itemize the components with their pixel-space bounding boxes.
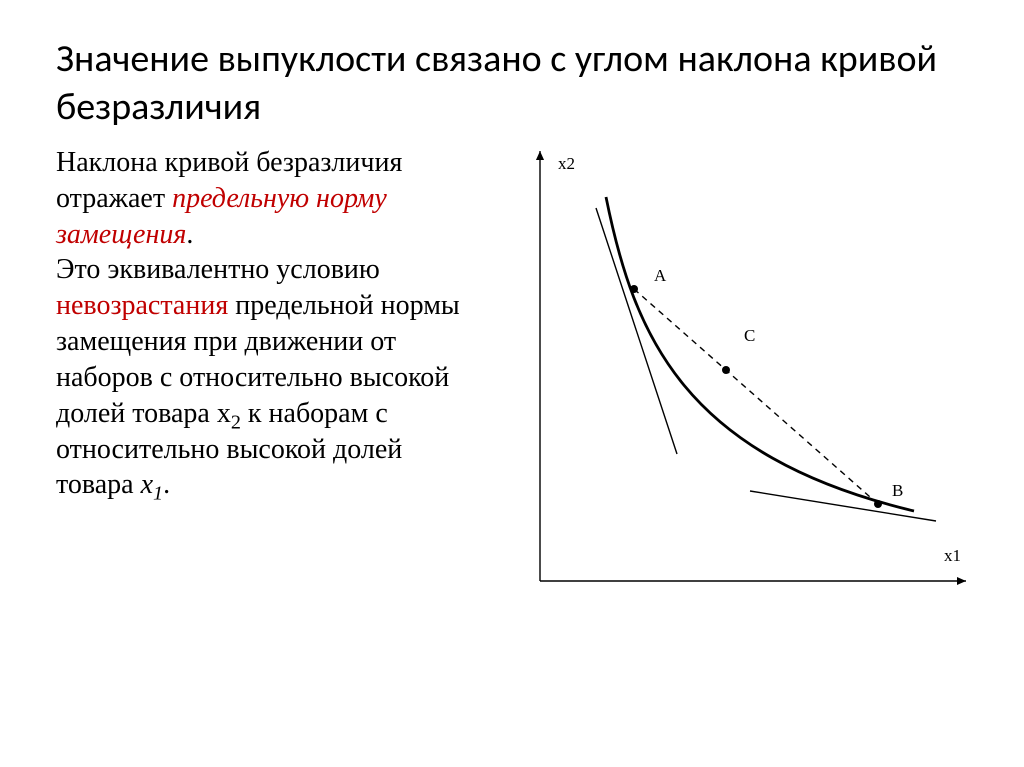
slide: Значение выпуклости связано с углом накл… (0, 0, 1024, 767)
explanatory-text: Наклона кривой безразличия отражает пред… (56, 145, 486, 631)
point-c (722, 366, 730, 374)
subscript-2: 2 (231, 411, 241, 433)
text-dot-1: . (186, 219, 193, 250)
point-b-label: B (892, 481, 903, 500)
y-axis-arrow-icon (536, 151, 544, 160)
point-a-label: A (654, 266, 667, 285)
text-frag-2: Это эквивалентно условию (56, 254, 380, 285)
chord-ab (634, 289, 878, 504)
point-b (874, 500, 882, 508)
subscript-1: 1 (153, 483, 163, 505)
point-c-label: C (744, 326, 755, 345)
body-row: Наклона кривой безразличия отражает пред… (56, 145, 974, 631)
indifference-curve-chart: x2 x1 A B C (494, 141, 974, 631)
x-axis-label: x1 (944, 546, 961, 565)
slide-title: Значение выпуклости связано с углом накл… (56, 36, 974, 131)
text-dot-2: . (163, 469, 170, 500)
term-nonincreasing: невозрастания (56, 290, 228, 321)
tangent-line-b (750, 491, 936, 521)
indifference-curve (606, 197, 914, 511)
x-axis-arrow-icon (957, 577, 966, 585)
y-axis-label: x2 (558, 154, 575, 173)
point-a (630, 285, 638, 293)
tangent-line-a (596, 208, 677, 454)
var-x1: x (141, 469, 153, 500)
chart-svg: x2 x1 A B C (494, 141, 974, 631)
